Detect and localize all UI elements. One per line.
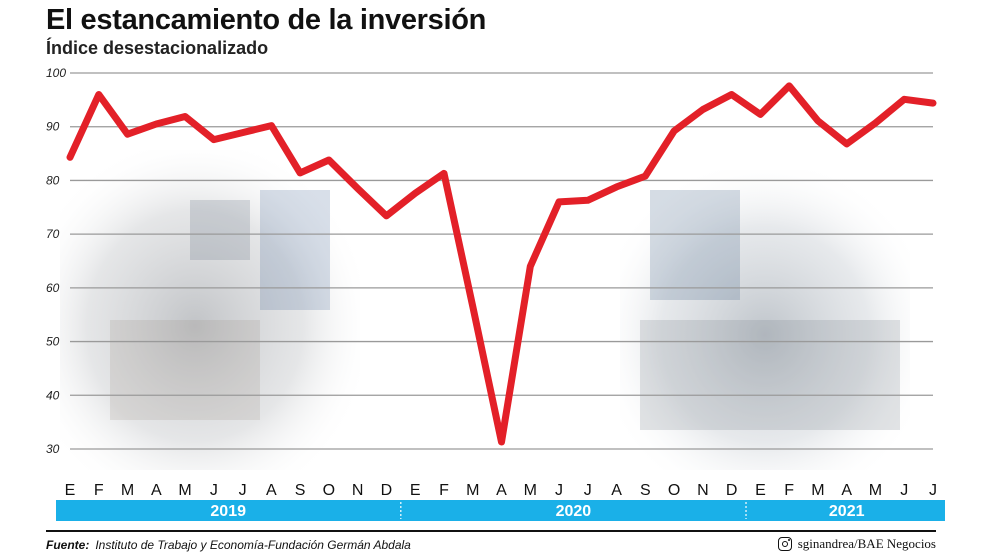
year-band: 2019 2020 2021 — [56, 500, 945, 521]
month-label: A — [151, 482, 162, 499]
month-label: N — [697, 482, 709, 499]
month-label: E — [755, 482, 766, 499]
month-label: A — [611, 482, 622, 499]
month-label: M — [869, 482, 882, 499]
month-label: D — [726, 482, 738, 499]
month-label: S — [295, 482, 306, 499]
source-label: Fuente: — [46, 538, 90, 552]
month-label: S — [640, 482, 651, 499]
month-label: E — [410, 482, 421, 499]
month-label: J — [584, 482, 592, 499]
month-label: M — [811, 482, 824, 499]
month-label: A — [841, 482, 852, 499]
month-label: F — [94, 482, 104, 499]
background-photo-left — [60, 150, 360, 470]
y-tick-label: 60 — [46, 281, 60, 295]
month-label: J — [929, 482, 937, 499]
month-label: J — [210, 482, 218, 499]
month-label: O — [668, 482, 680, 499]
month-label: F — [439, 482, 449, 499]
y-tick-label: 90 — [46, 120, 60, 134]
y-tick-label: 50 — [46, 335, 60, 349]
footer-rule — [46, 530, 936, 532]
series-line — [66, 82, 937, 446]
month-label: M — [524, 482, 537, 499]
chart-title: El estancamiento de la inversión — [46, 4, 487, 36]
credit-text: sginandrea/BAE Negocios — [797, 536, 936, 551]
year-label: 2020 — [556, 503, 592, 520]
y-tick-label: 80 — [46, 173, 60, 187]
month-label: M — [178, 482, 191, 499]
year-band-bar — [56, 500, 945, 521]
month-label: J — [239, 482, 247, 499]
y-axis-ticks: 30 40 50 60 70 80 90 100 — [46, 66, 66, 456]
month-label: J — [900, 482, 908, 499]
y-tick-label: 40 — [46, 388, 60, 402]
y-tick-label: 100 — [46, 66, 66, 80]
year-label: 2021 — [829, 503, 865, 520]
month-label: F — [784, 482, 794, 499]
y-tick-label: 30 — [46, 442, 60, 456]
background-photo-right — [620, 170, 910, 470]
month-label: J — [555, 482, 563, 499]
month-label: N — [352, 482, 364, 499]
month-label: A — [266, 482, 277, 499]
month-label: M — [466, 482, 479, 499]
source-text: Instituto de Trabajo y Economía-Fundació… — [95, 538, 411, 552]
instagram-icon — [777, 537, 792, 551]
year-label: 2019 — [210, 503, 246, 520]
month-label: E — [65, 482, 76, 499]
month-label: A — [496, 482, 507, 499]
y-tick-label: 70 — [46, 227, 60, 241]
credit: sginandrea/BAE Negocios — [777, 536, 936, 552]
chart-subtitle: Índice desestacionalizado — [46, 38, 269, 58]
source-note: Fuente: Instituto de Trabajo y Economía-F… — [46, 538, 411, 552]
month-label: D — [381, 482, 393, 499]
gridlines — [70, 72, 933, 450]
month-label: O — [323, 482, 335, 499]
month-label: M — [121, 482, 134, 499]
